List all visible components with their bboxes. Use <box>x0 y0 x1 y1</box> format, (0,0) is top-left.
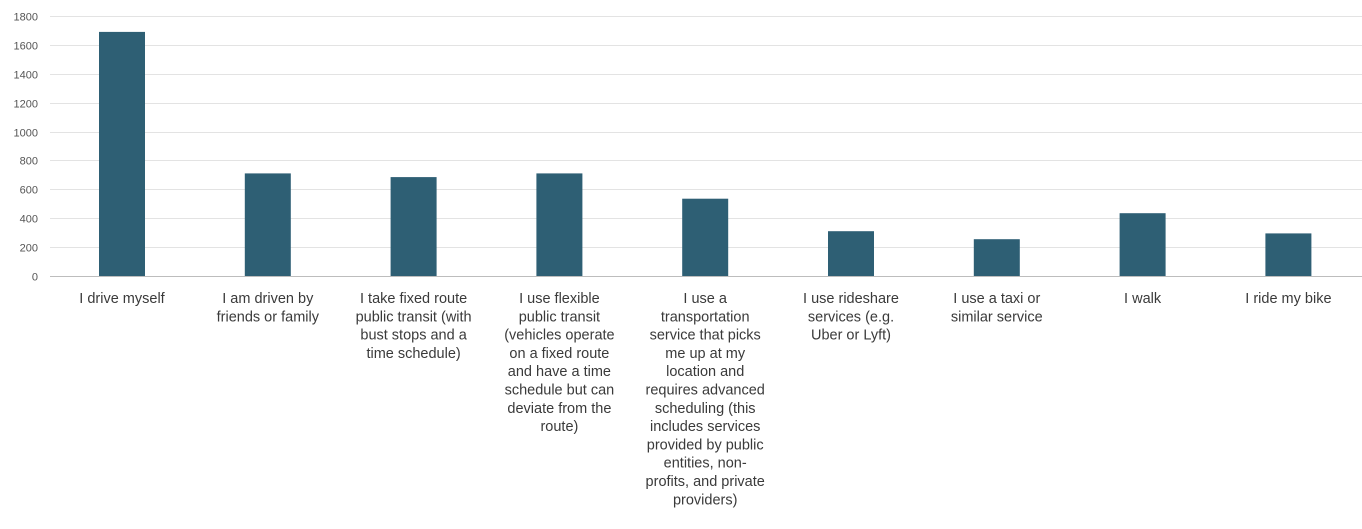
y-axis-tick-labels: 0 200 400 600 800 1000 1200 1400 1600 1800 <box>14 12 38 284</box>
y-tick-label: 1000 <box>14 128 38 140</box>
bar <box>390 177 437 276</box>
bar <box>99 31 145 277</box>
bar <box>828 231 874 276</box>
y-tick-label: 600 <box>20 185 38 197</box>
category-label: I drive myself <box>79 291 165 307</box>
category-label: I walk <box>1124 291 1162 307</box>
bar <box>1119 213 1166 276</box>
category-label: I use a taxi or similar service <box>951 291 1043 325</box>
y-tick-label: 0 <box>32 272 38 284</box>
bar <box>682 198 729 276</box>
bar <box>536 173 583 276</box>
category-label: I am driven by friends or family <box>217 291 320 325</box>
category-label: I use a transportation service that picks m… <box>646 291 765 508</box>
bar <box>244 173 291 276</box>
category-label: I take fixed route public transit (with bu… <box>356 291 472 362</box>
bar <box>1265 233 1312 276</box>
y-tick-label: 800 <box>20 156 38 168</box>
category-label: I use flexible public transit (vehicles op… <box>504 291 614 435</box>
bar-layer <box>99 31 1312 277</box>
y-tick-label: 400 <box>20 214 38 226</box>
y-tick-label: 1600 <box>14 41 38 53</box>
category-label: I use rideshare services (e.g. Uber or Lyf… <box>803 291 899 344</box>
y-tick-label: 1400 <box>14 70 38 82</box>
category-label: I ride my bike <box>1245 291 1331 307</box>
y-tick-label: 200 <box>20 243 38 255</box>
y-tick-label: 1200 <box>14 99 38 111</box>
bar <box>973 239 1020 276</box>
x-axis-category-labels: I drive myself I am driven by friends or f… <box>79 291 1331 508</box>
y-tick-label: 1800 <box>14 12 38 24</box>
